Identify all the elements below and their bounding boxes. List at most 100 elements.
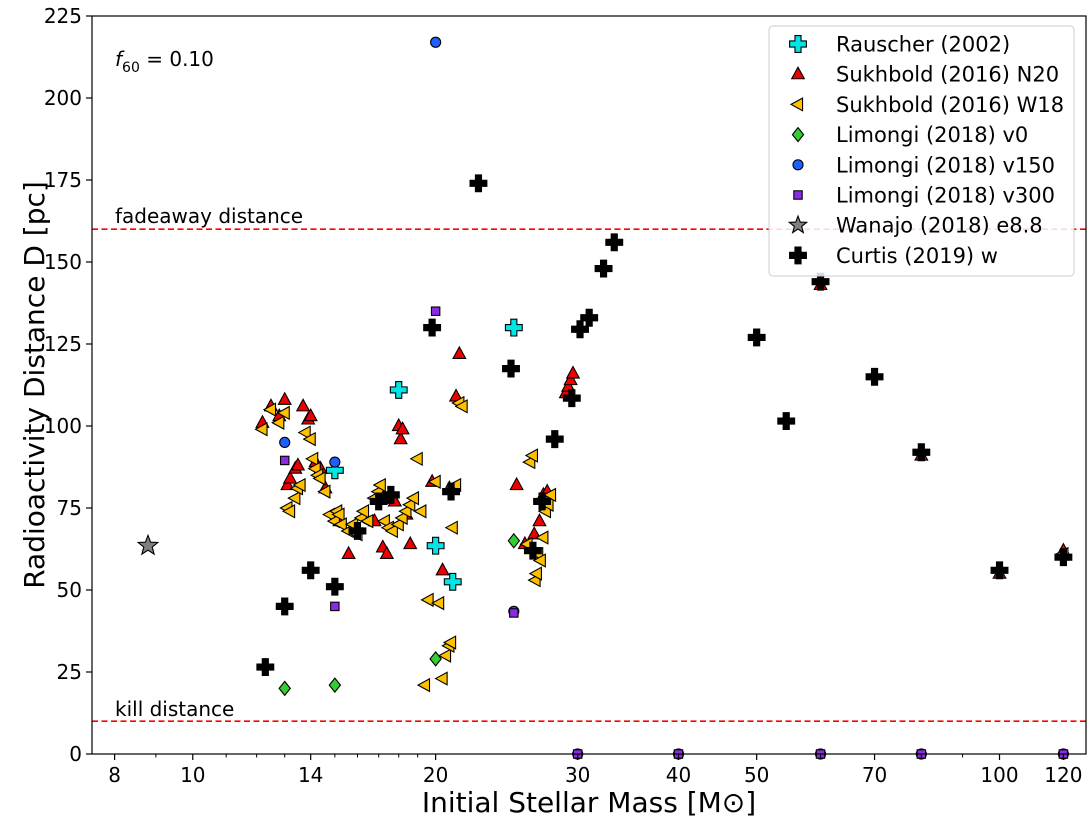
data-point (442, 482, 461, 501)
legend-marker (789, 246, 807, 265)
data-point (280, 476, 295, 491)
data-point (865, 367, 884, 386)
data-point (348, 522, 367, 540)
x-tick-label: 50 (744, 763, 769, 787)
data-point (277, 391, 292, 405)
data-point (452, 345, 467, 359)
data-point (420, 592, 434, 608)
legend-marker (789, 97, 804, 112)
y-tick-label: 150 (44, 250, 82, 274)
data-point (372, 477, 386, 493)
data-point (454, 399, 468, 414)
data-point (523, 541, 542, 560)
legend-label: Sukhbold (2016) W18 (836, 93, 1064, 117)
data-point (532, 553, 546, 568)
data-point (912, 443, 931, 462)
data-point (811, 272, 830, 291)
data-point (528, 566, 542, 581)
x-tick-label: 14 (298, 763, 323, 787)
data-point (390, 517, 404, 532)
data-point (389, 380, 408, 399)
data-point (360, 513, 374, 529)
data-point (435, 562, 450, 576)
data-point (504, 318, 523, 337)
legend-marker (787, 214, 809, 234)
series-7 (256, 174, 1073, 677)
data-point (777, 412, 796, 431)
data-point (545, 430, 564, 449)
data-point (329, 456, 341, 468)
x-axis-label: Initial Stellar Mass [M⊙] (422, 786, 756, 819)
x-tick-label: 70 (862, 763, 887, 787)
x-tick-label: 20 (423, 763, 448, 787)
data-point (398, 504, 412, 519)
data-point (328, 677, 342, 694)
data-point (369, 492, 388, 511)
legend-marker (789, 35, 807, 53)
data-point (509, 476, 524, 491)
series-6 (136, 533, 160, 556)
y-tick-label: 225 (44, 4, 82, 28)
x-tick-label: 100 (980, 763, 1018, 787)
data-point (276, 405, 290, 421)
legend-marker (793, 190, 803, 200)
data-point (430, 306, 441, 316)
data-point (434, 671, 448, 686)
data-point (279, 436, 291, 448)
data-point (413, 504, 427, 519)
legend-label: Limongi (2018) v150 (836, 153, 1055, 177)
legend-label: Wanajo (2018) e8.8 (836, 214, 1043, 238)
legend-box (768, 25, 1075, 277)
data-point (271, 415, 285, 430)
data-point (444, 520, 458, 535)
data-point (393, 430, 408, 445)
data-point (395, 421, 410, 435)
data-point (533, 492, 552, 511)
data-point (563, 371, 578, 386)
data-point (429, 650, 442, 667)
data-point (430, 595, 445, 611)
data-point (355, 504, 370, 519)
plot-frame (91, 15, 1087, 755)
data-point (256, 658, 275, 677)
legend: Rauscher (2002) Sukhbold (2016) N20 Sukhbo… (768, 25, 1075, 277)
x-tick-label: 120 (1044, 763, 1082, 787)
y-tick-label: 200 (44, 86, 82, 110)
series-1 (255, 276, 1071, 579)
data-point (580, 308, 599, 327)
x-tick-label: 10 (180, 763, 205, 787)
data-point (290, 457, 306, 471)
series-3 (278, 532, 521, 697)
data-point (426, 536, 445, 555)
y-tick-label: 75 (57, 496, 82, 520)
data-point (442, 635, 457, 650)
data-point (331, 507, 345, 522)
data-point (443, 572, 462, 591)
y-tick-label: 0 (69, 742, 82, 766)
data-point (282, 470, 298, 484)
data-point (254, 422, 268, 437)
kill-distance-label: kill distance (115, 697, 234, 721)
data-point (297, 425, 311, 440)
series-5 (279, 306, 1069, 759)
data-point (427, 474, 441, 489)
data-point (509, 608, 519, 618)
data-point (535, 530, 549, 545)
data-point (317, 484, 331, 499)
data-point (303, 408, 318, 422)
data-point (524, 448, 539, 463)
legend-label: Limongi (2018) v300 (836, 184, 1055, 208)
data-point (325, 461, 344, 480)
data-point (136, 533, 160, 556)
data-point (278, 680, 292, 697)
data-point (527, 526, 542, 540)
y-tick-label: 100 (44, 414, 82, 438)
y-tick-label: 50 (57, 578, 82, 602)
data-point (292, 477, 306, 493)
data-point (402, 535, 418, 550)
x-tick-label: 40 (666, 763, 691, 787)
f60-annotation: f60 = 0.10 (115, 47, 214, 76)
data-point (402, 497, 416, 512)
fadeaway-distance-label: fadeaway distance (115, 204, 303, 228)
